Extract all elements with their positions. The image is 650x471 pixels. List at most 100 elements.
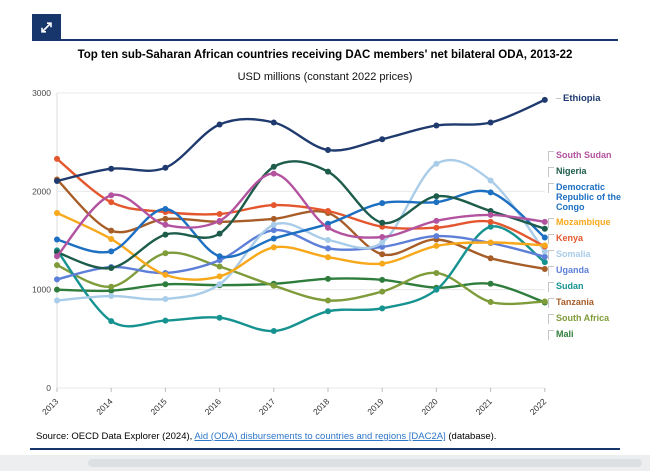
data-point-south-africa-2020[interactable]: [433, 269, 440, 276]
data-point-mozambique-2021[interactable]: [487, 239, 494, 246]
series-line-kenya[interactable]: [55, 157, 546, 248]
data-point-mali-2013[interactable]: [54, 286, 60, 293]
data-point-ethiopia-2016[interactable]: [216, 121, 223, 128]
data-point-ethiopia-2018[interactable]: [325, 147, 331, 154]
data-point-south-sudan-2022[interactable]: [541, 218, 548, 225]
series-line-ethiopia[interactable]: [55, 98, 546, 183]
data-point-ethiopia-2021[interactable]: [487, 119, 494, 126]
data-point-somalia-2019[interactable]: [379, 239, 386, 246]
data-point-south-africa-2013[interactable]: [54, 262, 60, 269]
data-point-democratic-republic-of-the-congo-2019[interactable]: [379, 200, 386, 207]
data-point-mali-2019[interactable]: [379, 276, 386, 283]
data-point-nigeria-2016[interactable]: [216, 230, 223, 237]
data-point-somalia-2022[interactable]: [541, 248, 548, 255]
horizontal-scrollbar-thumb[interactable]: [88, 459, 642, 467]
data-point-mozambique-2017[interactable]: [270, 244, 277, 251]
data-point-ethiopia-2019[interactable]: [379, 136, 386, 143]
data-point-kenya-2017[interactable]: [270, 202, 277, 209]
data-point-sudan-2019[interactable]: [379, 305, 386, 312]
data-point-somalia-2021[interactable]: [487, 177, 494, 184]
data-point-tanzania-2019[interactable]: [379, 251, 386, 258]
data-point-mozambique-2015[interactable]: [162, 271, 169, 278]
data-point-mozambique-2020[interactable]: [433, 242, 440, 249]
series-line-nigeria[interactable]: [55, 160, 546, 270]
data-point-mozambique-2018[interactable]: [325, 254, 331, 261]
data-point-south-sudan-2013[interactable]: [54, 253, 60, 260]
data-point-sudan-2021[interactable]: [487, 223, 494, 230]
data-point-tanzania-2014[interactable]: [108, 227, 115, 234]
data-point-tanzania-2017[interactable]: [270, 215, 277, 222]
data-point-mozambique-2022[interactable]: [541, 242, 548, 249]
data-point-mali-2015[interactable]: [162, 281, 169, 288]
data-point-ethiopia-2015[interactable]: [162, 164, 169, 171]
data-point-south-sudan-2015[interactable]: [162, 221, 169, 228]
data-point-uganda-2018[interactable]: [325, 245, 331, 252]
data-point-nigeria-2015[interactable]: [162, 231, 169, 238]
data-point-nigeria-2018[interactable]: [325, 168, 331, 175]
data-point-democratic-republic-of-the-congo-2015[interactable]: [162, 206, 169, 213]
data-point-sudan-2017[interactable]: [270, 327, 277, 334]
series-line-sudan[interactable]: [55, 225, 546, 333]
data-point-mali-2021[interactable]: [487, 280, 494, 287]
data-point-tanzania-2015[interactable]: [162, 215, 169, 222]
data-point-sudan-2022[interactable]: [541, 259, 548, 266]
data-point-south-sudan-2018[interactable]: [325, 224, 331, 231]
data-point-somalia-2018[interactable]: [325, 237, 331, 244]
data-point-sudan-2016[interactable]: [216, 314, 223, 321]
data-point-uganda-2020[interactable]: [433, 233, 440, 240]
series-line-democratic-republic-of-the-congo[interactable]: [55, 189, 546, 259]
data-point-somalia-2013[interactable]: [54, 297, 60, 304]
data-point-south-africa-2018[interactable]: [325, 297, 331, 304]
data-point-mozambique-2014[interactable]: [108, 236, 115, 243]
data-point-mali-2018[interactable]: [325, 275, 331, 282]
data-point-south-africa-2022[interactable]: [541, 298, 548, 305]
data-point-ethiopia-2013[interactable]: [54, 178, 60, 185]
data-point-south-sudan-2020[interactable]: [433, 217, 440, 224]
data-point-south-africa-2014[interactable]: [108, 283, 115, 290]
data-point-tanzania-2021[interactable]: [487, 255, 494, 262]
data-point-democratic-republic-of-the-congo-2014[interactable]: [108, 248, 115, 255]
data-point-somalia-2020[interactable]: [433, 160, 440, 167]
data-point-nigeria-2014[interactable]: [108, 265, 115, 272]
data-point-south-africa-2019[interactable]: [379, 288, 386, 295]
series-line-tanzania[interactable]: [55, 178, 546, 271]
data-point-mozambique-2016[interactable]: [216, 273, 223, 280]
data-point-somalia-2016[interactable]: [216, 281, 223, 288]
data-point-south-sudan-2017[interactable]: [270, 170, 277, 177]
series-line-mozambique[interactable]: [55, 211, 546, 281]
source-link[interactable]: Aid (ODA) disbursements to countries and…: [194, 431, 446, 442]
data-point-sudan-2014[interactable]: [108, 318, 115, 325]
data-point-uganda-2013[interactable]: [54, 276, 60, 283]
data-point-ethiopia-2022[interactable]: [541, 96, 548, 103]
data-point-south-africa-2021[interactable]: [487, 298, 494, 305]
data-point-uganda-2019[interactable]: [379, 243, 386, 250]
data-point-democratic-republic-of-the-congo-2022[interactable]: [541, 234, 548, 241]
series-line-south-africa[interactable]: [55, 251, 546, 306]
data-point-uganda-2017[interactable]: [270, 227, 277, 234]
data-point-ethiopia-2017[interactable]: [270, 119, 277, 126]
data-point-nigeria-2017[interactable]: [270, 163, 277, 170]
data-point-kenya-2018[interactable]: [325, 208, 331, 214]
data-point-south-sudan-2016[interactable]: [216, 217, 223, 224]
data-point-democratic-republic-of-the-congo-2020[interactable]: [433, 199, 440, 206]
series-line-uganda[interactable]: [55, 228, 546, 281]
data-point-south-africa-2015[interactable]: [162, 250, 169, 257]
data-point-kenya-2020[interactable]: [433, 224, 440, 231]
data-point-kenya-2014[interactable]: [108, 199, 115, 206]
data-point-tanzania-2022[interactable]: [541, 266, 548, 273]
data-point-south-sudan-2019[interactable]: [379, 234, 386, 241]
data-point-kenya-2013[interactable]: [54, 155, 60, 162]
data-point-uganda-2022[interactable]: [541, 253, 548, 260]
horizontal-scrollbar-track[interactable]: [0, 455, 650, 471]
data-point-democratic-republic-of-the-congo-2016[interactable]: [216, 253, 223, 260]
data-point-democratic-republic-of-the-congo-2013[interactable]: [54, 236, 60, 243]
data-point-south-africa-2016[interactable]: [216, 263, 223, 270]
series-line-mali[interactable]: [55, 277, 546, 304]
data-point-ethiopia-2014[interactable]: [108, 165, 115, 172]
data-point-sudan-2018[interactable]: [325, 308, 331, 315]
data-point-nigeria-2019[interactable]: [379, 219, 386, 226]
data-point-ethiopia-2020[interactable]: [433, 122, 440, 129]
data-point-somalia-2017[interactable]: [270, 221, 277, 228]
data-point-kenya-2021[interactable]: [487, 218, 494, 225]
data-point-democratic-republic-of-the-congo-2021[interactable]: [487, 189, 494, 196]
